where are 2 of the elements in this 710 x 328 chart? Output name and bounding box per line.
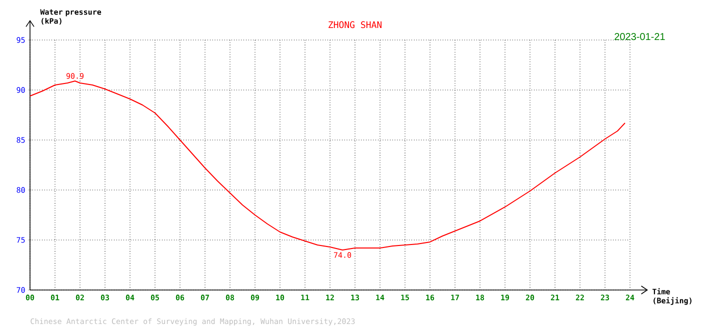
chart-title: ZHONG SHAN: [328, 21, 382, 28]
chart-subtitle: 2023-01-21: [614, 33, 665, 40]
